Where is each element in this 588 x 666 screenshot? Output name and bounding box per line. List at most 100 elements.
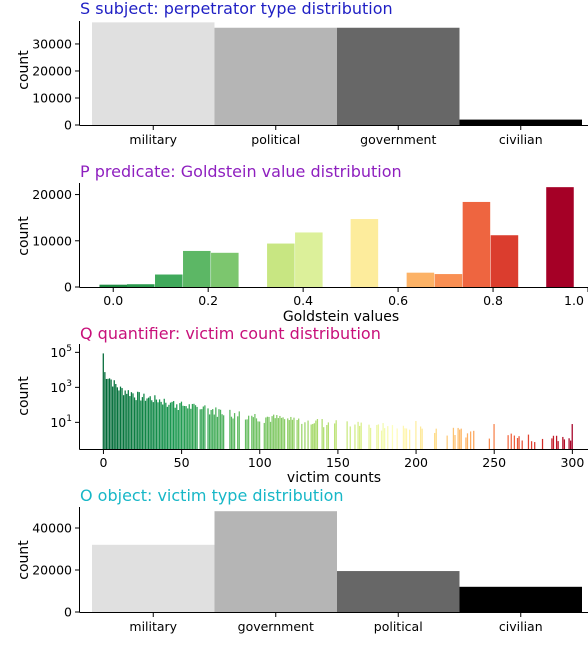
title-quantifier: Q quantifier: victim count distribution bbox=[80, 324, 381, 343]
hist-bar-188 bbox=[396, 428, 398, 449]
panel-subject: S subject: perpetrator type distribution… bbox=[16, 0, 588, 147]
hist-bar-220 bbox=[446, 435, 448, 449]
hist-bar-95 bbox=[251, 415, 253, 449]
xtick-label-object-3: civilian bbox=[499, 619, 543, 634]
hist-bar-72 bbox=[215, 407, 217, 449]
hist-bar-99 bbox=[257, 421, 259, 449]
ylabel-quantifier: count bbox=[16, 376, 32, 416]
hist-bar-250 bbox=[493, 424, 495, 449]
hist-bar-27 bbox=[144, 400, 147, 449]
ytick-label-object-2: 40000 bbox=[32, 521, 72, 536]
hist-bar-87 bbox=[238, 411, 240, 449]
hist-bar-93 bbox=[248, 415, 250, 449]
hist-bar-179 bbox=[382, 423, 384, 449]
hist-bar-100 bbox=[258, 421, 261, 449]
hist-bar-131 bbox=[307, 420, 309, 449]
hist-bar-213 bbox=[435, 428, 437, 449]
hist-bar-75 bbox=[219, 409, 222, 449]
hist-bar-38 bbox=[162, 404, 164, 449]
xtick-label-object-0: military bbox=[129, 619, 177, 634]
bar-predicate-1 bbox=[127, 284, 155, 287]
panel-predicate: P predicate: Goldstein value distributio… bbox=[16, 162, 588, 325]
hist-bar-46 bbox=[174, 407, 176, 449]
hist-bar-224 bbox=[452, 427, 455, 449]
hist-bar-104 bbox=[265, 417, 267, 449]
hist-bar-136 bbox=[315, 420, 317, 449]
hist-bar-76 bbox=[221, 414, 223, 449]
hist-bar-53 bbox=[185, 406, 187, 449]
xtick-label-quantifier-5: 250 bbox=[482, 455, 506, 470]
xticks-quantifier: 0 50 100 150 200 250 300 bbox=[99, 449, 584, 470]
hist-bar-91 bbox=[244, 419, 247, 449]
hist-bar-62 bbox=[199, 409, 201, 449]
hist-bar-64 bbox=[202, 406, 204, 449]
hist-bar-34 bbox=[155, 399, 158, 449]
ytick-label-subject-2: 20000 bbox=[32, 63, 72, 78]
bar-subject-0 bbox=[92, 22, 215, 126]
hist-bar-194 bbox=[405, 428, 408, 449]
hist-bar-274 bbox=[530, 441, 533, 449]
hist-bar-116 bbox=[283, 419, 286, 449]
hist-bar-18 bbox=[130, 392, 133, 449]
xtick-label-object-2: political bbox=[374, 619, 423, 634]
hist-bar-45 bbox=[173, 401, 175, 449]
xtick-label-quantifier-1: 50 bbox=[174, 455, 190, 470]
bar-predicate-8 bbox=[406, 272, 435, 287]
hist-bar-59 bbox=[194, 405, 197, 449]
hist-bar-60 bbox=[196, 406, 198, 449]
hist-bar-114 bbox=[280, 417, 283, 449]
hist-bar-108 bbox=[271, 416, 273, 449]
xticks-object: military government political civilian bbox=[129, 612, 543, 634]
hist-bar-268 bbox=[521, 440, 523, 449]
hist-bar-47 bbox=[176, 404, 178, 449]
hist-bar-295 bbox=[563, 439, 566, 449]
hist-bar-52 bbox=[183, 405, 186, 449]
xtick-label-predicate-3: 0.6 bbox=[388, 293, 408, 308]
hist-bar-29 bbox=[147, 397, 150, 449]
yticks-subject: 0 10000 20000 30000 bbox=[32, 36, 80, 133]
hist-bar-96 bbox=[252, 417, 254, 449]
yticks-predicate: 0 10000 20000 bbox=[32, 187, 80, 295]
hist-bar-12 bbox=[121, 388, 123, 449]
hist-bar-13 bbox=[122, 395, 125, 449]
xtick-label-quantifier-3: 150 bbox=[326, 455, 350, 470]
ylabel-object: count bbox=[16, 540, 32, 580]
hist-bar-69 bbox=[210, 410, 212, 449]
hist-bar-19 bbox=[132, 393, 134, 449]
hist-bar-8 bbox=[115, 384, 117, 449]
yticks-quantifier: 101 103 105 bbox=[50, 344, 80, 430]
hist-bar-73 bbox=[216, 416, 219, 449]
hist-bar-143 bbox=[326, 425, 328, 449]
hist-bar-3 bbox=[107, 378, 109, 449]
hist-bar-193 bbox=[404, 428, 406, 449]
ytick-label-quantifier-2: 105 bbox=[50, 344, 72, 360]
xtick-label-predicate-0: 0.0 bbox=[103, 293, 123, 308]
ytick-label-object-0: 0 bbox=[64, 605, 72, 620]
hist-bar-92 bbox=[246, 419, 248, 449]
hist-bar-77 bbox=[223, 415, 225, 449]
hist-bar-28 bbox=[146, 398, 148, 449]
hist-bar-23 bbox=[138, 392, 140, 449]
hist-bar-158 bbox=[349, 426, 351, 449]
hist-bar-4 bbox=[108, 378, 111, 449]
hist-bar-237 bbox=[473, 430, 475, 449]
hist-bar-33 bbox=[154, 395, 156, 449]
hist-bar-287 bbox=[551, 438, 553, 449]
panel-quantifier: Q quantifier: victim count distribution … bbox=[16, 324, 588, 486]
hist-bar-276 bbox=[534, 442, 536, 449]
bar-predicate-3 bbox=[183, 250, 211, 287]
hist-bar-16 bbox=[127, 390, 129, 449]
hist-bar-176 bbox=[377, 424, 380, 449]
hist-bar-109 bbox=[273, 414, 275, 449]
hist-bar-115 bbox=[282, 417, 284, 449]
hist-bar-113 bbox=[279, 415, 281, 449]
hist-bar-98 bbox=[255, 418, 258, 449]
hist-bar-266 bbox=[518, 436, 520, 449]
bar-subject-3 bbox=[459, 119, 582, 125]
hist-bar-10 bbox=[118, 390, 120, 449]
bar-predicate-11 bbox=[490, 235, 519, 287]
hist-bar-135 bbox=[313, 423, 315, 449]
hist-bar-20 bbox=[133, 397, 136, 449]
xtick-label-predicate-5: 1.0 bbox=[564, 293, 584, 308]
hist-bar-229 bbox=[460, 428, 462, 449]
